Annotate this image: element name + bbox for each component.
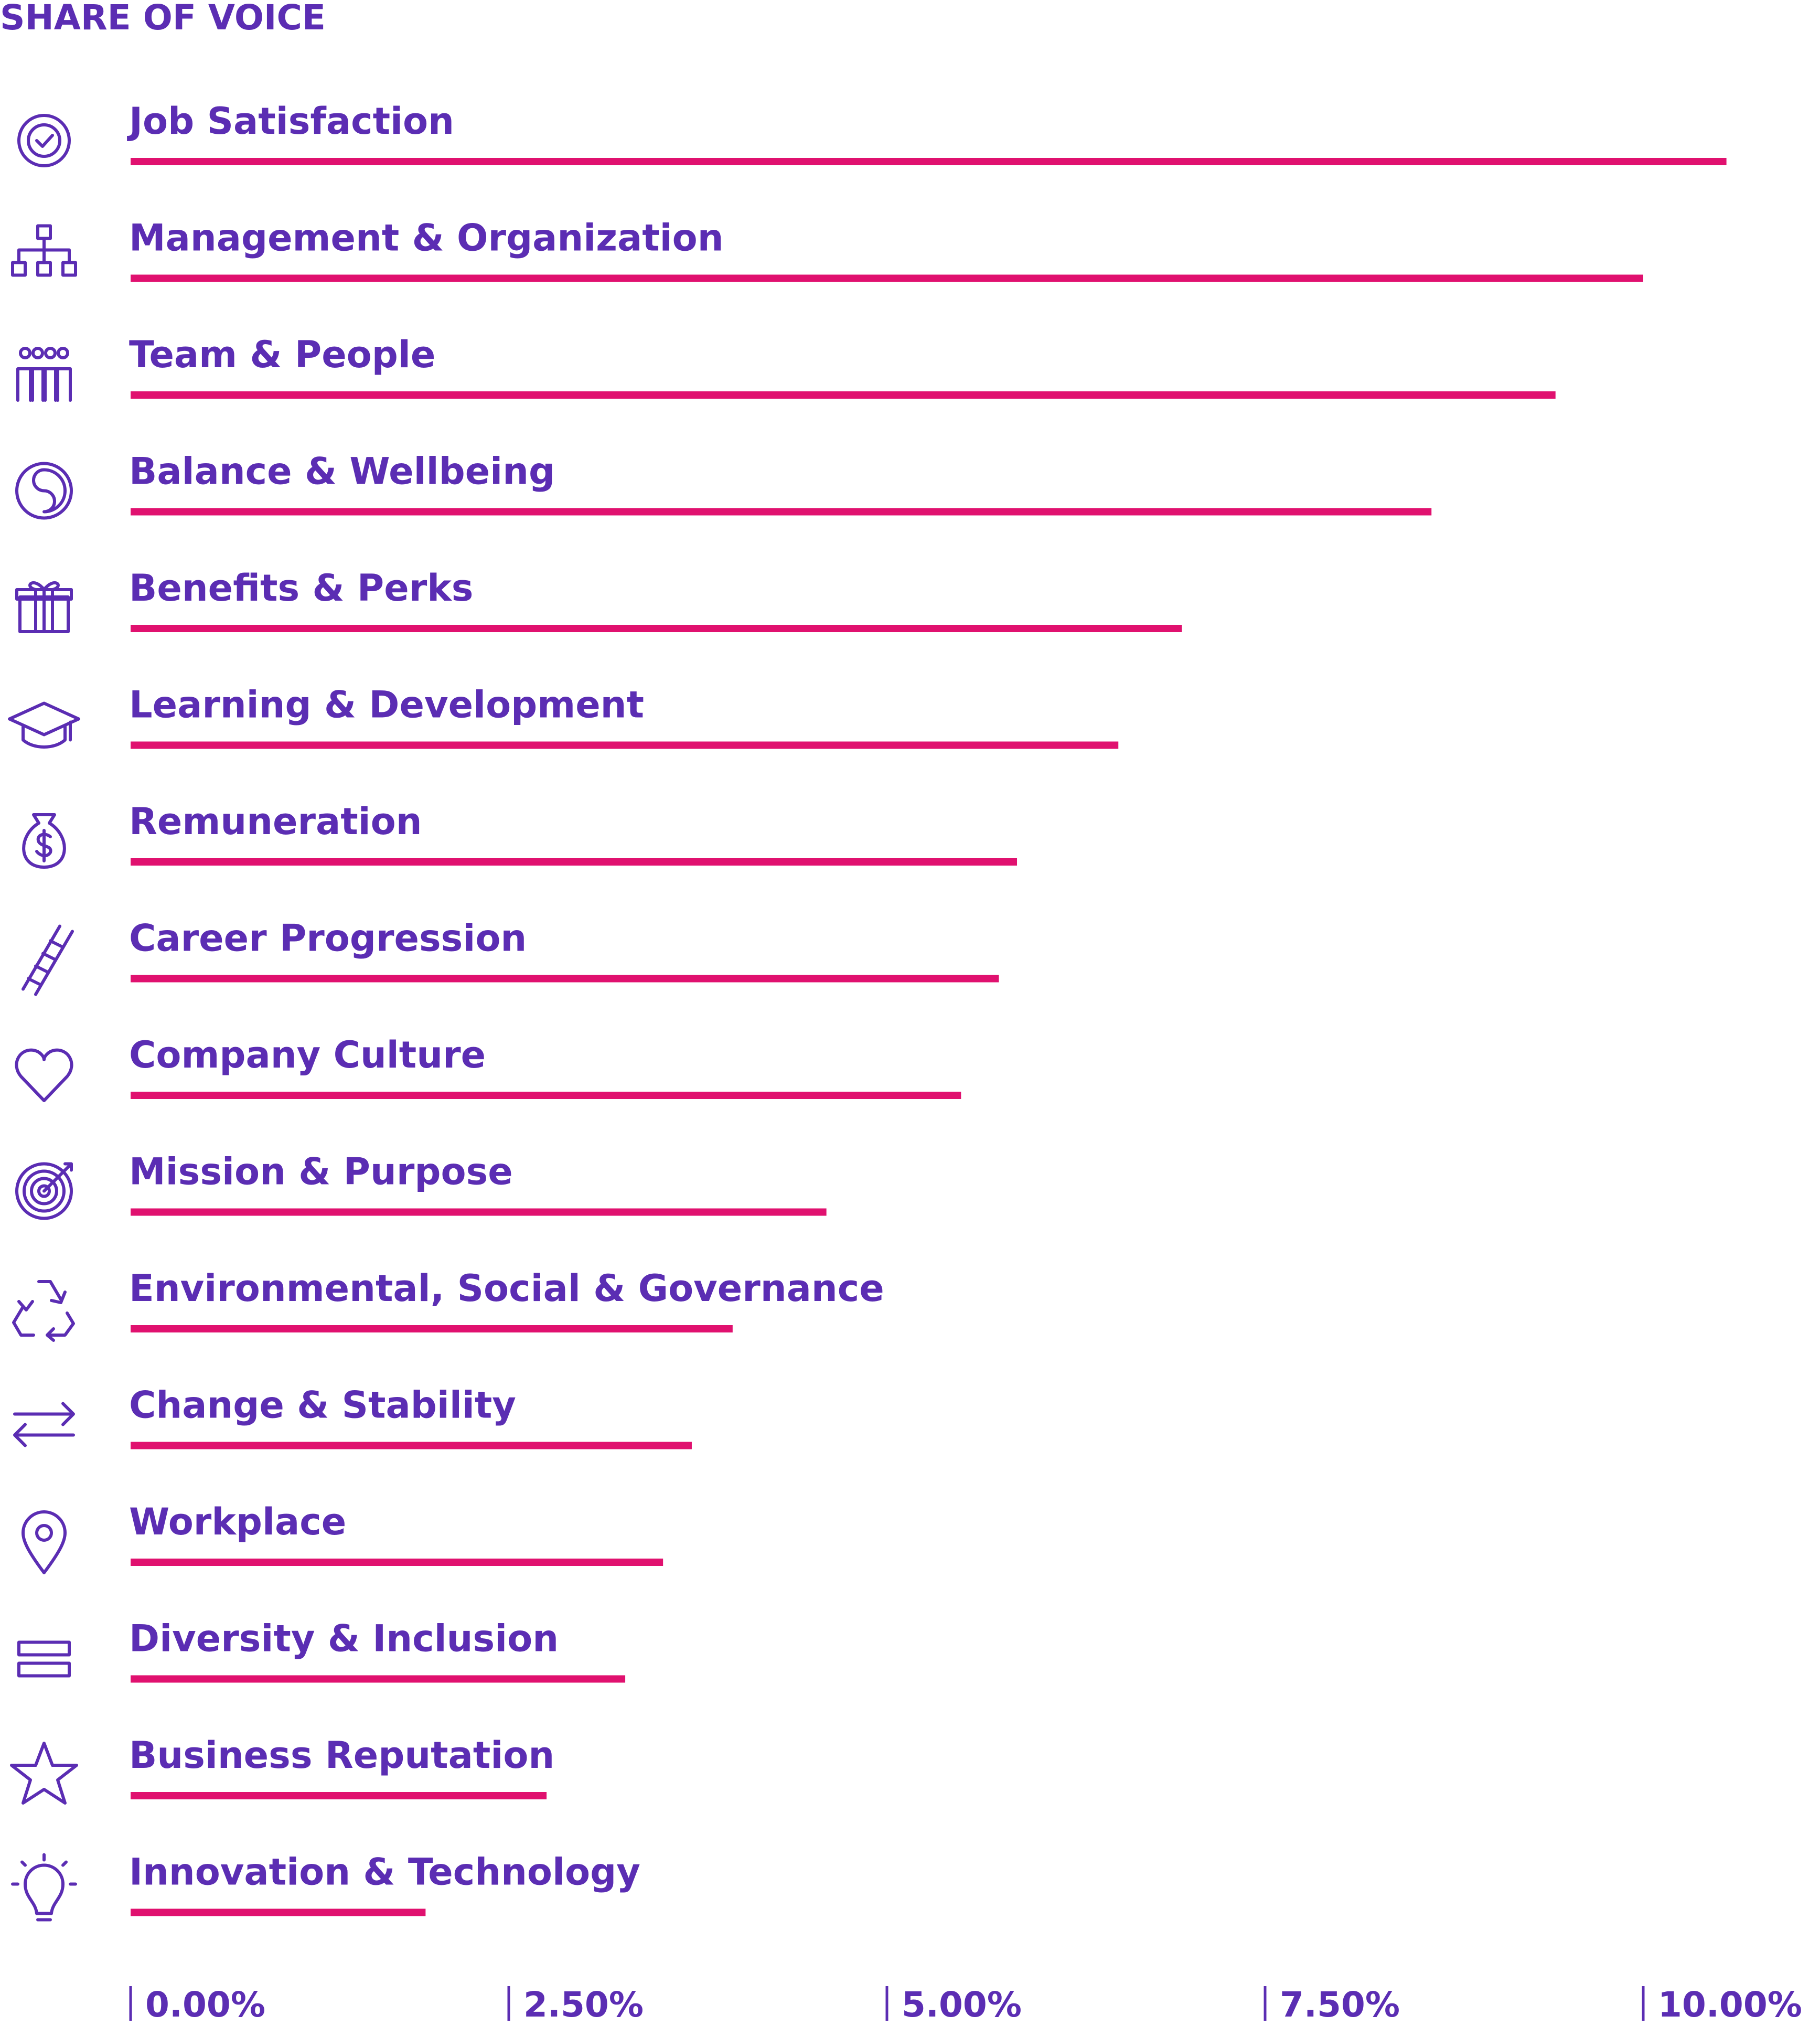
row-icon — [17, 1640, 71, 1678]
icon-part — [17, 114, 71, 167]
icon-part — [28, 581, 60, 633]
row-icon — [11, 1853, 77, 1922]
row-icon — [15, 462, 73, 520]
icon-part — [61, 261, 77, 277]
bar — [131, 391, 1556, 399]
icon-part — [32, 468, 67, 514]
icon-part — [19, 347, 31, 359]
icon-part — [42, 1162, 73, 1193]
icon-part — [22, 1510, 67, 1574]
icon-part — [54, 367, 72, 402]
bar — [131, 158, 1727, 165]
category-label: Learning & Development — [129, 684, 644, 727]
row-icon — [13, 1402, 75, 1447]
icon-part — [36, 261, 52, 277]
category-label: Team & People — [129, 333, 435, 376]
row-icon — [22, 813, 66, 869]
icon-part — [17, 237, 71, 264]
icon-part — [17, 1661, 71, 1678]
bar — [131, 1559, 663, 1566]
bar — [131, 1092, 961, 1099]
icon-part — [12, 1280, 75, 1342]
icon-part — [15, 462, 73, 520]
chart-title: SHARE OF VOICE — [0, 0, 326, 38]
bar — [131, 975, 999, 983]
row-icon — [15, 1048, 73, 1102]
bar — [131, 1442, 692, 1449]
row-icon — [15, 1162, 73, 1220]
icon-part — [35, 1524, 53, 1542]
x-tick-label: 7.50% — [1280, 1985, 1400, 2025]
bar — [131, 1675, 626, 1683]
category-label: Benefits & Perks — [129, 567, 473, 610]
x-tick-label: 0.00% — [145, 1985, 265, 2025]
category-label: Remuneration — [129, 800, 422, 843]
icon-part — [11, 261, 27, 277]
category-label: Diversity & Inclusion — [129, 1617, 559, 1660]
row-icon — [12, 1280, 75, 1342]
category-label: Job Satisfaction — [127, 100, 454, 143]
x-tick-label: 5.00% — [902, 1985, 1022, 2025]
bar — [131, 741, 1119, 749]
icon-part — [29, 367, 47, 402]
icon-part — [16, 367, 34, 402]
category-label: Management & Organization — [129, 217, 724, 260]
icon-part — [15, 1162, 73, 1220]
icon-part — [17, 1640, 71, 1657]
row-icon — [8, 701, 80, 749]
row-icon — [17, 114, 71, 167]
category-label: Workplace — [129, 1500, 346, 1543]
row-icon — [22, 1510, 67, 1574]
icon-part — [8, 701, 80, 749]
category-label: Environmental, Social & Governance — [129, 1267, 884, 1310]
icon-part — [10, 1742, 78, 1805]
x-tick-label: 10.00% — [1658, 1985, 1802, 2025]
category-label: Career Progression — [129, 917, 527, 960]
bar — [131, 1792, 547, 1799]
category-label: Business Reputation — [129, 1734, 554, 1777]
row-icon — [22, 924, 74, 996]
category-label: Innovation & Technology — [129, 1851, 640, 1894]
bar — [131, 625, 1182, 632]
category-label: Balance & Wellbeing — [129, 450, 555, 493]
bar — [131, 1208, 827, 1216]
row-icon — [10, 1742, 78, 1805]
icon-part — [36, 224, 52, 240]
icon-part — [30, 1177, 58, 1206]
icon-part — [15, 1048, 73, 1102]
icon-part — [35, 829, 52, 862]
row-icon — [11, 224, 77, 277]
bar — [131, 274, 1643, 282]
row-icon — [15, 581, 73, 633]
row-icon — [16, 347, 72, 402]
icon-part — [57, 347, 69, 359]
icon-part — [22, 813, 66, 869]
icon-part — [22, 924, 74, 996]
icon-part — [23, 1169, 66, 1213]
icon-part — [37, 1184, 51, 1198]
icon-part — [27, 123, 61, 158]
icon-part — [35, 134, 54, 148]
bar — [131, 1325, 733, 1332]
category-label: Mission & Purpose — [129, 1150, 513, 1193]
icon-part — [31, 347, 44, 359]
x-tick-label: 2.50% — [523, 1985, 644, 2025]
bar — [131, 1908, 426, 1916]
category-label: Company Culture — [129, 1033, 486, 1076]
category-label: Change & Stability — [129, 1384, 516, 1427]
icon-part — [44, 347, 57, 359]
bar — [131, 508, 1432, 516]
icon-part — [13, 1402, 75, 1447]
bar — [131, 858, 1018, 866]
icon-part — [41, 367, 59, 402]
icon-part — [11, 1853, 77, 1922]
